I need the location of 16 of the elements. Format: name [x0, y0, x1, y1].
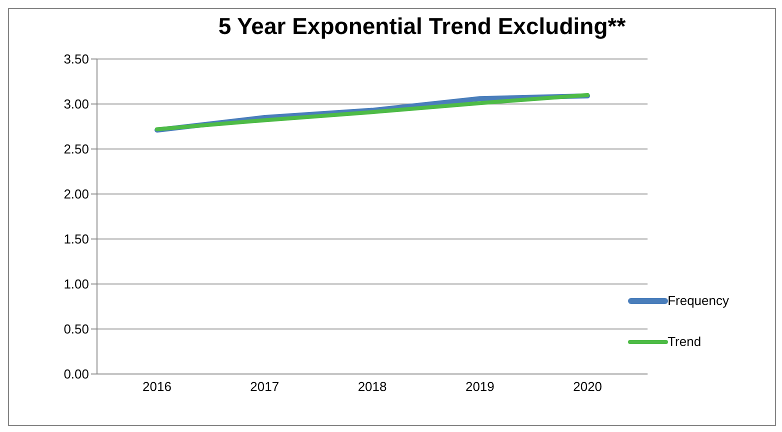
x-tick-label: 2019: [465, 379, 494, 394]
y-tick-label: 1.00: [64, 276, 89, 292]
y-tick-label: 3.00: [64, 96, 89, 112]
y-tick-label: 0.50: [64, 322, 89, 337]
x-tick-label: 2018: [358, 379, 387, 394]
legend-label: Frequency: [668, 293, 729, 308]
y-tick-label: 2.00: [64, 186, 89, 202]
y-tick-label: 0.00: [64, 366, 89, 382]
legend-label: Trend: [668, 334, 702, 349]
x-tick-label: 2020: [573, 379, 602, 394]
chart-title: 5 Year Exponential Trend Excluding**: [217, 13, 627, 40]
x-tick-label: 2016: [142, 379, 172, 394]
x-tick-label: 2017: [250, 379, 280, 394]
y-tick-label: 2.50: [64, 142, 89, 157]
y-tick-label: 1.50: [64, 232, 89, 247]
y-tick-label: 3.50: [64, 52, 89, 67]
